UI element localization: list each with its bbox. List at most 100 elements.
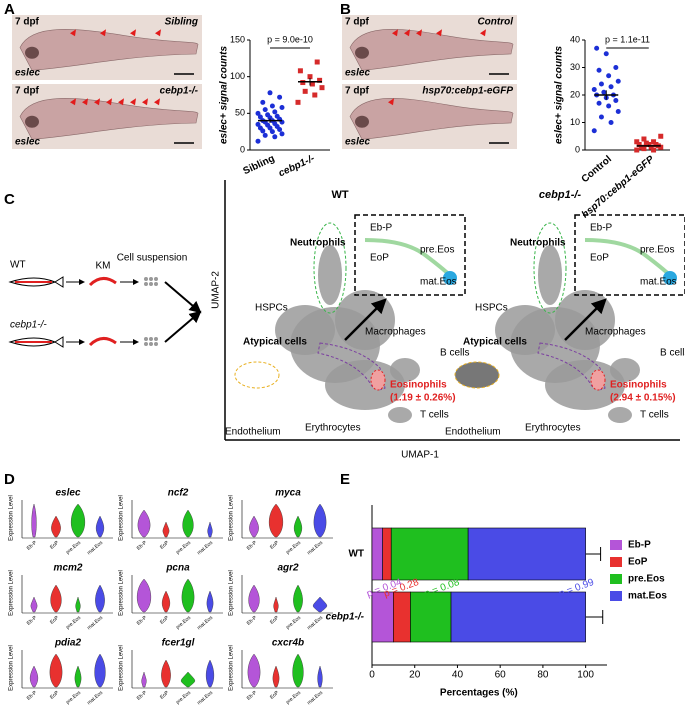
gene-name: pcna (165, 563, 190, 574)
group-label: pre.Eos (285, 690, 302, 706)
y-tick-label: 30 (570, 62, 580, 72)
legend-swatch (610, 540, 622, 550)
arrowhead (118, 98, 124, 106)
inset-box (354, 214, 466, 296)
group-label: Eb-P (136, 690, 149, 702)
image-label: Control (477, 17, 513, 28)
cluster-label: Eosinophils (610, 380, 667, 391)
x-axis-label: Percentages (%) (440, 688, 518, 699)
legend-label: EoP (628, 557, 648, 568)
group-label: EoP (159, 615, 171, 626)
image-label: 7 dpf (15, 17, 40, 28)
y-tick-label: 150 (230, 34, 245, 44)
plot-title: cebp1-/- (539, 189, 582, 201)
bar-segment (371, 591, 394, 643)
dot (262, 107, 268, 113)
group-label: mat.Eos (196, 540, 214, 557)
larva (349, 98, 514, 140)
violin (247, 653, 261, 688)
trajectory-end (663, 271, 677, 285)
dot (269, 129, 275, 135)
violin (95, 515, 105, 538)
dot (269, 103, 275, 109)
dot (295, 99, 301, 105)
image-label: eslec (15, 68, 40, 79)
legend-label: mat.Eos (628, 591, 667, 602)
arrowhead (480, 29, 486, 37)
cell-cloud (545, 360, 625, 410)
cell (154, 337, 158, 341)
group-label: EoP (49, 615, 61, 626)
schematic-label: KM (96, 261, 111, 272)
arrowhead (142, 98, 148, 106)
p-value: p = 1.1e-11 (605, 34, 650, 44)
x-tick-label: 60 (495, 670, 507, 681)
cluster-label: Endothelium (225, 427, 281, 438)
category-label: cebp1-/- (326, 612, 365, 623)
group-label: mat.Eos (86, 615, 104, 632)
bar-segment (371, 527, 383, 581)
cluster-label: Eb-P (370, 223, 393, 234)
violin (293, 515, 303, 538)
violin (29, 665, 39, 688)
cell-cloud (325, 360, 405, 410)
arrowhead (94, 98, 100, 106)
arrowhead (130, 29, 136, 37)
cluster-label: Neutrophils (510, 238, 566, 249)
arrowhead (82, 98, 88, 106)
violin (206, 590, 214, 613)
violin (50, 584, 62, 613)
y-axis-label: Expression Level (9, 645, 15, 691)
y-tick-label: 0 (575, 144, 580, 154)
arrowhead (155, 29, 161, 37)
larva (19, 98, 199, 140)
dot (272, 109, 278, 115)
group-label: Eb-P (26, 540, 39, 552)
violin (49, 653, 63, 688)
gene-name: eslec (55, 488, 80, 499)
gene-name: fcer1gl (162, 638, 195, 649)
cell-cloud (390, 358, 420, 382)
x-tick-label: cebp1-/- (277, 153, 317, 179)
kidney-marrow (88, 277, 117, 287)
dot (297, 68, 303, 74)
dot (658, 133, 664, 139)
legend-swatch (610, 591, 622, 601)
violin (248, 584, 260, 613)
violin (272, 665, 280, 688)
dot (260, 99, 266, 105)
group-label: Eb-P (246, 615, 259, 627)
arrow (164, 310, 202, 343)
cluster-label: Endothelium (445, 427, 501, 438)
dot (314, 59, 320, 65)
y-axis-label: Expression Level (229, 570, 235, 616)
arrowhead (70, 98, 76, 106)
cluster-label: T cells (420, 410, 449, 421)
group-label: EoP (269, 540, 281, 551)
dot (255, 121, 261, 127)
group-label: mat.Eos (86, 690, 104, 707)
image-label: hsp70:cebp1-eGFP (422, 86, 513, 97)
dot (257, 114, 263, 120)
dot (613, 98, 619, 103)
group-label: EoP (49, 690, 61, 701)
dot (594, 45, 600, 51)
group-label: EoP (159, 690, 171, 701)
inset-box (574, 214, 685, 296)
y-axis-label: Expression Level (9, 570, 15, 616)
y-axis-label: eslec+ signal counts (554, 46, 565, 145)
y-tick-label: 0 (240, 144, 245, 154)
dot (591, 87, 597, 92)
dot (302, 88, 308, 94)
eosinophil-cluster (370, 369, 386, 391)
x-tick-label: 20 (409, 670, 421, 681)
group-label: EoP (159, 540, 171, 551)
group-label: Eb-P (246, 690, 259, 702)
dot (643, 140, 649, 146)
cluster-label: Atypical cells (463, 337, 527, 348)
dot (591, 128, 597, 134)
violin (181, 578, 195, 613)
violin (161, 590, 171, 613)
dot (601, 89, 607, 95)
violin (51, 515, 61, 538)
